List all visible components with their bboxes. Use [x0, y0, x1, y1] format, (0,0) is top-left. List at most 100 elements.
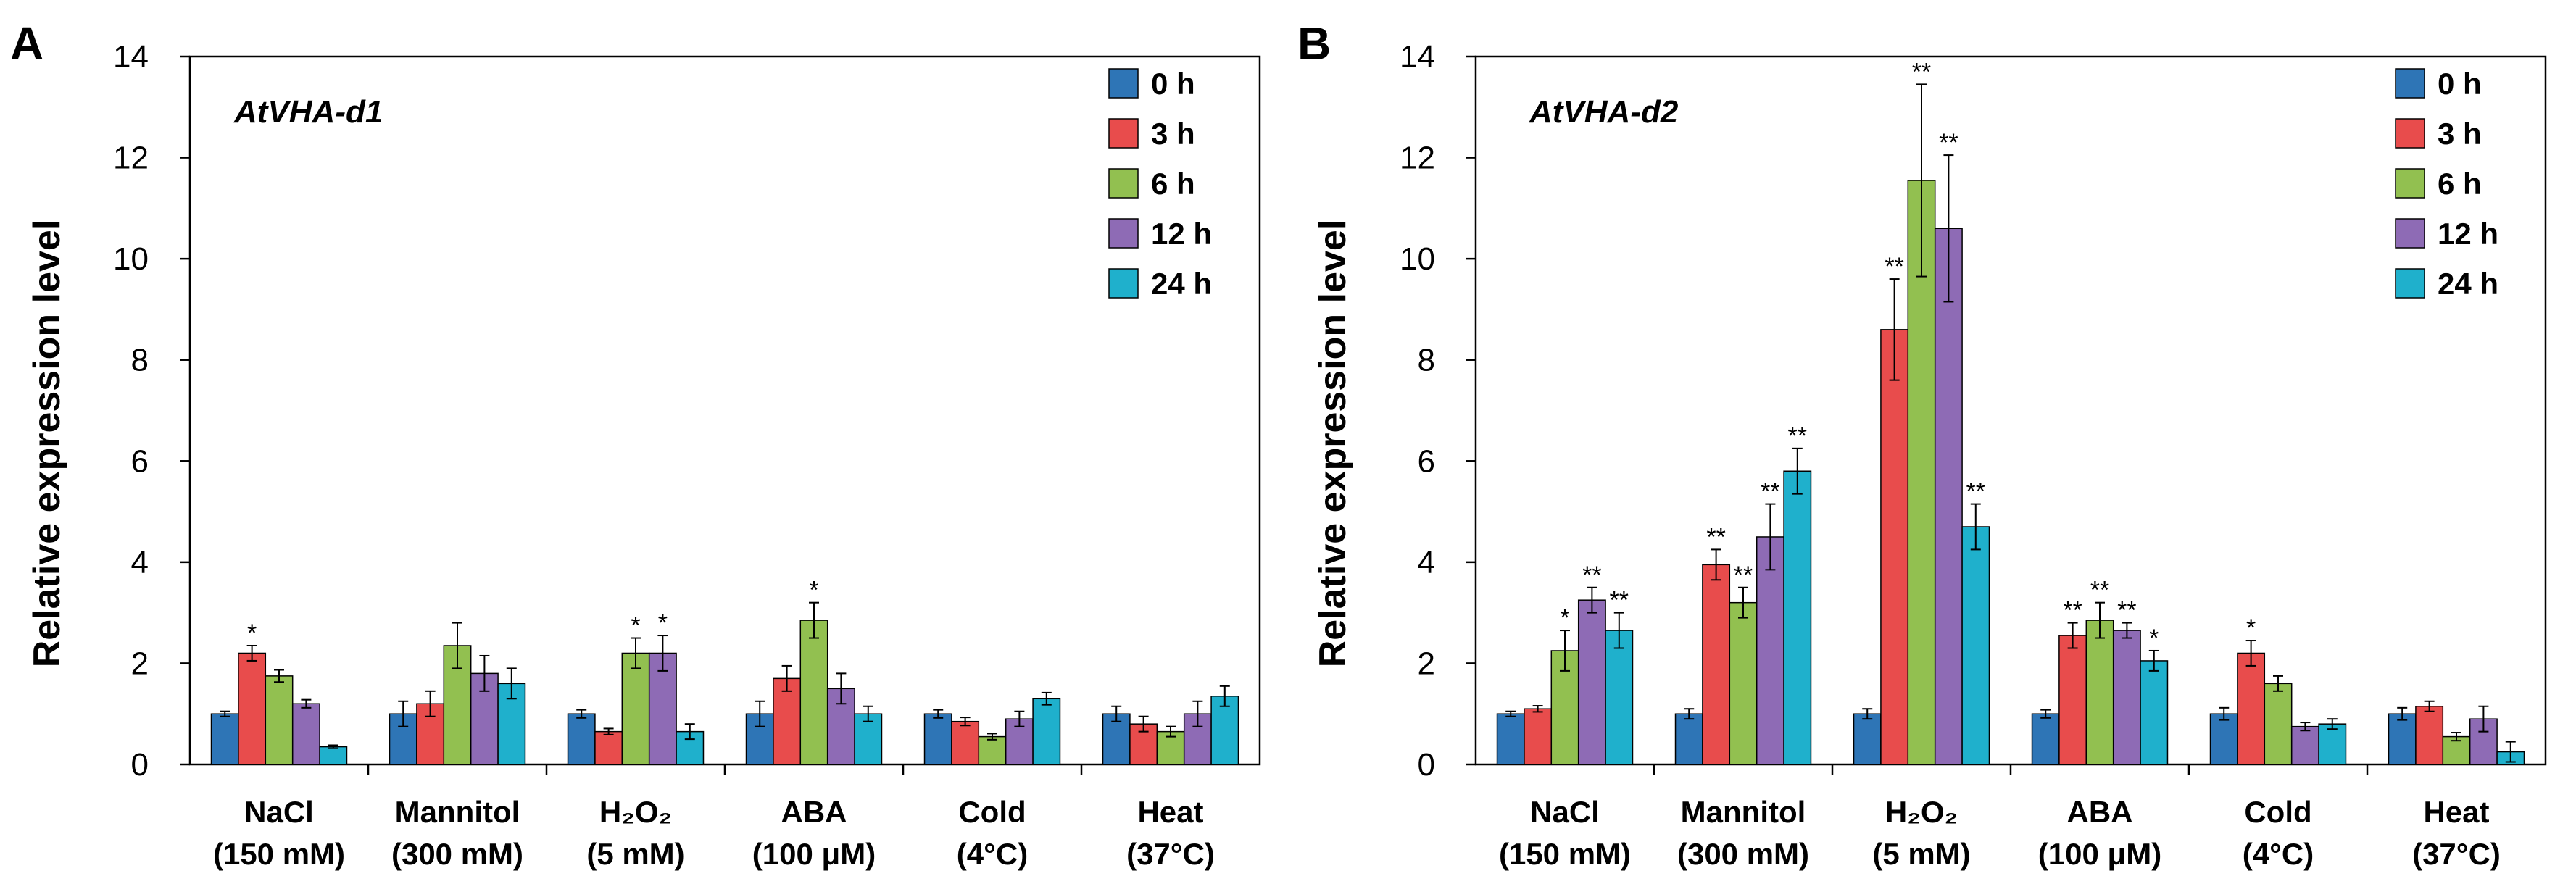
bar: [1032, 698, 1061, 765]
bar: [210, 713, 239, 765]
y-tick-label: 0: [1418, 747, 1435, 783]
category-sublabel: (100 μM): [752, 837, 876, 871]
y-tick-label: 2: [1418, 646, 1435, 681]
category-sublabel: (4°C): [957, 837, 1028, 871]
legend-swatch: [2395, 118, 2425, 149]
bar: [2140, 660, 2169, 765]
significance-marker: *: [1560, 604, 1569, 632]
category-sublabel: (300 mM): [391, 837, 523, 871]
legend-label: 3 h: [1151, 117, 1195, 151]
category-label: Cold: [2244, 795, 2311, 829]
bar: [978, 735, 1007, 765]
significance-marker: *: [658, 609, 668, 637]
legend-label: 12 h: [1151, 217, 1212, 251]
plot-frame: [188, 55, 1261, 766]
category-label: Heat: [1137, 795, 1203, 829]
legend-label: 0 h: [2438, 67, 2482, 101]
category-sublabel: (37°C): [1126, 837, 1215, 871]
legend-swatch: [1108, 268, 1139, 299]
panel-letter: A: [10, 17, 43, 70]
bar: [621, 652, 650, 765]
category-sublabel: (150 mM): [213, 837, 345, 871]
y-tick-label: 14: [1400, 39, 1435, 75]
significance-marker: **: [1885, 253, 1903, 280]
category-label: NaCl: [244, 795, 314, 829]
bar: [854, 713, 883, 765]
category-label: NaCl: [1530, 795, 1600, 829]
legend-label: 6 h: [1151, 167, 1195, 201]
category-label: Cold: [958, 795, 1026, 829]
gene-title: AtVHA-d2: [1529, 94, 1679, 130]
bar: [773, 677, 802, 765]
category-label: Mannitol: [1681, 795, 1806, 829]
category-label: H₂O₂: [599, 795, 672, 829]
bar: [319, 746, 348, 765]
bar: [923, 713, 952, 765]
significance-marker: *: [247, 620, 257, 647]
bar: [1674, 713, 1703, 765]
category-sublabel: (37°C): [2412, 837, 2501, 871]
y-tick-label: 10: [113, 241, 149, 277]
bar: [2290, 725, 2319, 765]
bar: [2031, 713, 2060, 765]
significance-marker: **: [1966, 478, 1985, 506]
panel-letter: B: [1297, 17, 1331, 70]
y-tick-label: 0: [131, 747, 149, 783]
y-tick-label: 10: [1400, 241, 1435, 277]
category-label: H₂O₂: [1885, 795, 1958, 829]
significance-marker: **: [1582, 562, 1601, 589]
panel-b: B Relative expression level AtVHA-d2 024…: [1297, 17, 2547, 871]
bar: [1577, 599, 1606, 765]
y-tick-label: 6: [131, 443, 149, 479]
significance-marker: **: [1761, 478, 1779, 506]
y-tick-label: 8: [131, 343, 149, 378]
y-tick-label: 12: [1400, 141, 1435, 176]
bar: [1524, 708, 1553, 765]
significance-marker: **: [1734, 562, 1753, 589]
bar: [1783, 470, 1812, 765]
legend-swatch: [1108, 118, 1139, 149]
legend-swatch: [1108, 68, 1139, 99]
bar: [1907, 180, 1936, 765]
bar: [594, 730, 623, 765]
category-label: Heat: [2423, 795, 2489, 829]
legend-swatch: [1108, 168, 1139, 199]
legend-swatch: [2395, 168, 2425, 199]
legend-swatch: [2395, 268, 2425, 299]
significance-marker: **: [1706, 523, 1725, 551]
bar: [2112, 630, 2141, 765]
category-label: Mannitol: [395, 795, 520, 829]
category-label: ABA: [2067, 795, 2133, 829]
bar: [2085, 620, 2114, 765]
category-sublabel: (5 mM): [1872, 837, 1970, 871]
y-tick-label: 4: [131, 545, 149, 580]
significance-marker: **: [1610, 587, 1629, 614]
bar: [2264, 683, 2293, 765]
y-tick-label: 12: [113, 141, 149, 176]
bar: [2058, 635, 2087, 765]
legend-label: 0 h: [1151, 67, 1195, 101]
bar: [799, 620, 828, 765]
significance-marker: **: [1788, 422, 1807, 450]
bar: [1961, 526, 1990, 765]
significance-marker: **: [2117, 597, 2136, 625]
plot-frame: [1474, 55, 2547, 766]
bar: [265, 675, 294, 765]
category-sublabel: (100 μM): [2038, 837, 2161, 871]
significance-marker: **: [1912, 58, 1931, 85]
bar: [1853, 713, 1882, 765]
legend-label: 24 h: [1151, 267, 1212, 301]
category-sublabel: (4°C): [2243, 837, 2314, 871]
category-label: ABA: [781, 795, 847, 829]
significance-marker: *: [2149, 625, 2159, 652]
significance-marker: **: [2090, 577, 2109, 604]
bar: [1880, 329, 1909, 765]
bar: [648, 652, 677, 765]
significance-marker: *: [631, 612, 640, 640]
y-tick-label: 6: [1418, 443, 1435, 479]
y-tick-label: 4: [1418, 545, 1435, 580]
panel-a: A Relative expression level AtVHA-d1 024…: [10, 17, 1261, 871]
category-sublabel: (150 mM): [1499, 837, 1631, 871]
category-sublabel: (300 mM): [1677, 837, 1809, 871]
